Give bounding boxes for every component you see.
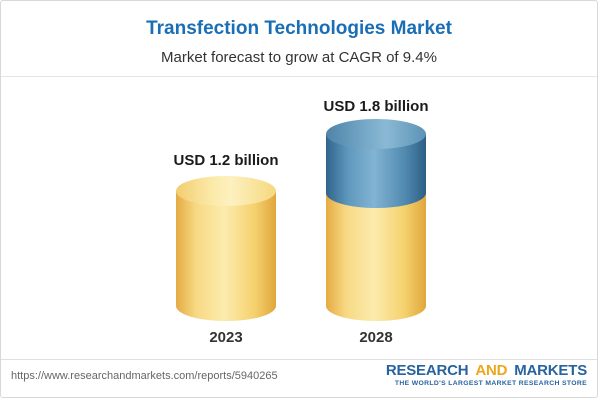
- report-url-link[interactable]: https://www.researchandmarkets.com/repor…: [11, 370, 278, 382]
- bar-2028-cylinder-top: [326, 119, 426, 149]
- chart-header: Transfection Technologies Market Market …: [1, 1, 597, 66]
- logo-word-and: AND: [475, 362, 508, 379]
- research-and-markets-logo[interactable]: RESEARCH AND MARKETS THE WORLD'S LARGEST…: [386, 363, 587, 388]
- footer-divider: [1, 359, 597, 360]
- axis-label-2028: 2028: [359, 329, 393, 346]
- logo-word-markets: MARKETS: [514, 362, 587, 379]
- axis-label-2023: 2023: [209, 329, 243, 346]
- bar-2023-cylinder: [176, 191, 276, 321]
- value-label-2023: USD 1.2 billion: [173, 152, 279, 169]
- logo-wordmark: RESEARCH AND MARKETS: [386, 363, 587, 378]
- logo-tagline: THE WORLD'S LARGEST MARKET RESEARCH STOR…: [394, 380, 587, 387]
- chart-subtitle: Market forecast to grow at CAGR of 9.4%: [161, 49, 437, 66]
- header-divider: [1, 76, 597, 77]
- logo-word-research: RESEARCH: [385, 362, 469, 379]
- value-label-2028: USD 1.8 billion: [323, 98, 429, 115]
- bar-2023-cylinder-top: [176, 176, 276, 206]
- chart-title: Transfection Technologies Market: [146, 18, 452, 39]
